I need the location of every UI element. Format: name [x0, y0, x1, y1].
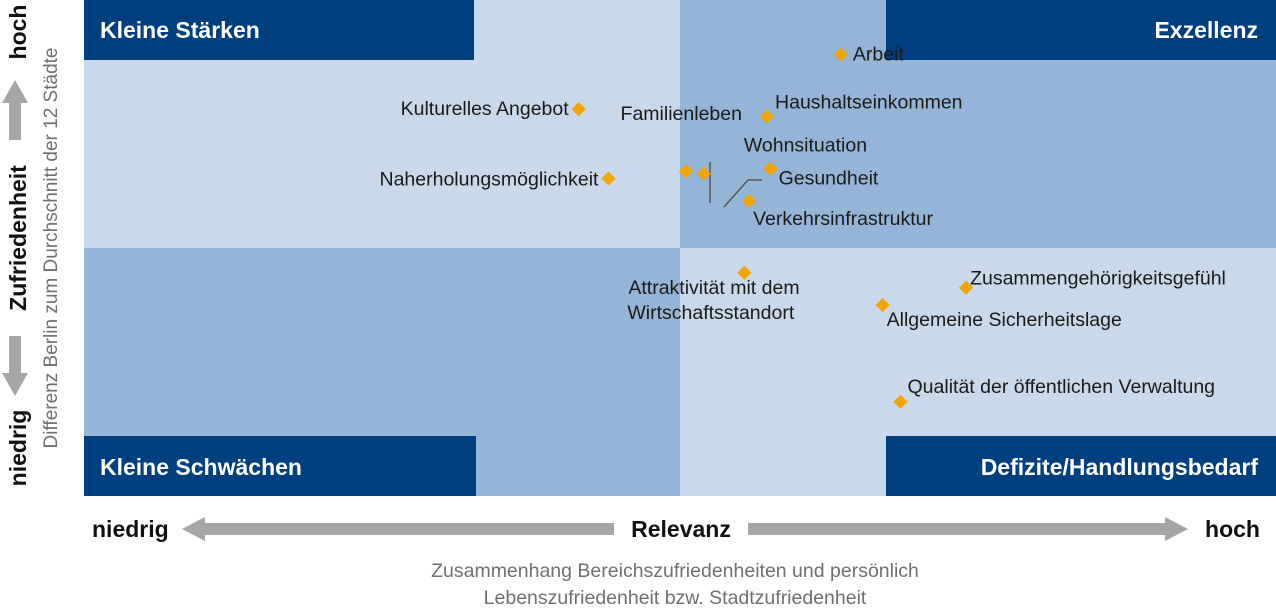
point-label-arbeit: Arbeit	[853, 44, 905, 66]
point-marker-kulturelles-angebot	[571, 102, 586, 117]
y-axis-label: Zufriedenheit	[5, 165, 31, 311]
point-label-kulturelles-angebot: Kulturelles Angebot	[401, 98, 570, 120]
quadrant-label-bottom-left: Kleine Schwächen	[100, 454, 302, 480]
center-band-lower-right	[680, 436, 886, 496]
quadrant-label-top-right: Exzellenz	[1154, 17, 1258, 43]
y-arrow-up-shaft	[9, 100, 21, 140]
quadrant-box-bottom-left	[84, 436, 476, 496]
x-axis-low-label: niedrig	[92, 516, 169, 542]
point-marker-allgemeine-sicherheitslage	[875, 297, 890, 313]
point-marker-verkehrsinfrastruktur	[742, 193, 757, 208]
point-marker-zusammengehorigkeitsgefuhl	[959, 280, 974, 295]
point-marker-arbeit	[833, 47, 848, 62]
point-marker-gesundheit	[763, 161, 778, 176]
point-label-allgemeine-sicherheitslage: Allgemeine Sicherheitslage	[887, 309, 1122, 331]
y-axis: hoch Zufriedenheit niedrig Differenz Ber…	[2, 5, 62, 487]
edge-band-top-right	[886, 60, 1276, 248]
caption-line-1: Zusammenhang Bereichszufriedenheiten und…	[431, 560, 919, 582]
caption-line-2: Lebenszufriedenheit bzw. Stadtzufriedenh…	[484, 587, 867, 609]
point-marker-attraktivitat-mit-dem-wirtschaftsstandort	[737, 265, 752, 280]
quadrant-box-top-right	[886, 0, 1276, 60]
y-arrow-down-shaft	[9, 336, 21, 376]
point-label-verkehrsinfrastruktur: Verkehrsinfrastruktur	[753, 208, 933, 230]
edge-band-top-left	[84, 60, 474, 248]
quadrant-label-bottom-right: Defizite/Handlungsbedarf	[981, 454, 1259, 480]
x-axis: niedrig Relevanz hoch	[92, 516, 1260, 542]
point-label-zusammengehorigkeitsgefuhl: Zusammengehörigkeitsgefühl	[970, 268, 1226, 290]
point-label-wohnsituation: Wohnsituation	[744, 135, 867, 157]
x-axis-high-label: hoch	[1205, 516, 1260, 542]
quadrant-box-bottom-right	[886, 436, 1276, 496]
y-axis-low-label: niedrig	[5, 410, 31, 487]
point-label-gesundheit: Gesundheit	[779, 168, 879, 190]
center-band-upper-right	[680, 0, 886, 60]
point-marker-wohnsituation	[696, 166, 711, 181]
point-marker-naherholungsmoglichkeit	[601, 171, 616, 186]
point-marker-qualitat-der-offentlichen-verwaltung	[893, 394, 908, 409]
x-axis-label: Relevanz	[631, 516, 731, 542]
x-arrow-left-shaft	[204, 523, 614, 535]
point-label-familienleben: Familienleben	[621, 103, 742, 125]
center-band-lower-left	[474, 436, 680, 496]
leader-line-wohnsituation	[723, 179, 762, 208]
point-marker-haushaltseinkommen	[759, 109, 775, 124]
quadrant-box-top-left	[84, 0, 474, 60]
center-band-upper	[474, 0, 680, 60]
point-marker-familienleben	[678, 164, 694, 179]
point-label-qualitat-der-offentlichen-verwaltung: Qualität der öffentlichen Verwaltung	[908, 376, 1216, 398]
x-arrow-right-shaft	[748, 523, 1168, 535]
data-points: Arbeit Kulturelles Angebot Familienleben Ha…	[380, 44, 1226, 409]
y-axis-sublabel: Differenz Berlin zum Durchschnitt der 12…	[41, 48, 62, 449]
x-arrow-right-head	[1165, 517, 1188, 541]
x-arrow-left-head	[182, 517, 205, 541]
quadrant-label-top-left: Kleine Stärken	[100, 17, 260, 43]
y-axis-high-label: hoch	[5, 5, 31, 60]
point-label-naherholungsmoglichkeit: Naherholungsmöglichkeit	[380, 169, 600, 191]
y-arrow-up-head	[2, 80, 28, 103]
y-arrow-down-head	[2, 373, 28, 396]
point-label-attraktivitat-mit-dem-wirtschaftsstandort: Attraktivität mit dem Wirtschaftsstandort	[627, 277, 799, 324]
point-label-haushaltseinkommen: Haushaltseinkommen	[775, 92, 963, 114]
